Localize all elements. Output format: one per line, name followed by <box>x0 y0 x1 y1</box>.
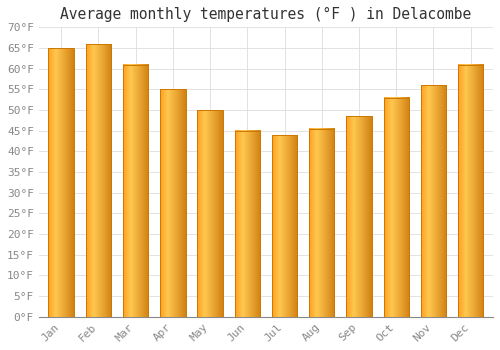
Bar <box>234 131 260 317</box>
Bar <box>86 44 111 317</box>
Bar <box>272 135 297 317</box>
Bar <box>346 116 372 317</box>
Title: Average monthly temperatures (°F ) in Delacombe: Average monthly temperatures (°F ) in De… <box>60 7 472 22</box>
Bar <box>309 128 334 317</box>
Bar <box>48 48 74 317</box>
Bar <box>123 64 148 317</box>
Bar <box>384 98 409 317</box>
Bar <box>198 110 222 317</box>
Bar <box>458 64 483 317</box>
Bar <box>421 85 446 317</box>
Bar <box>160 89 186 317</box>
